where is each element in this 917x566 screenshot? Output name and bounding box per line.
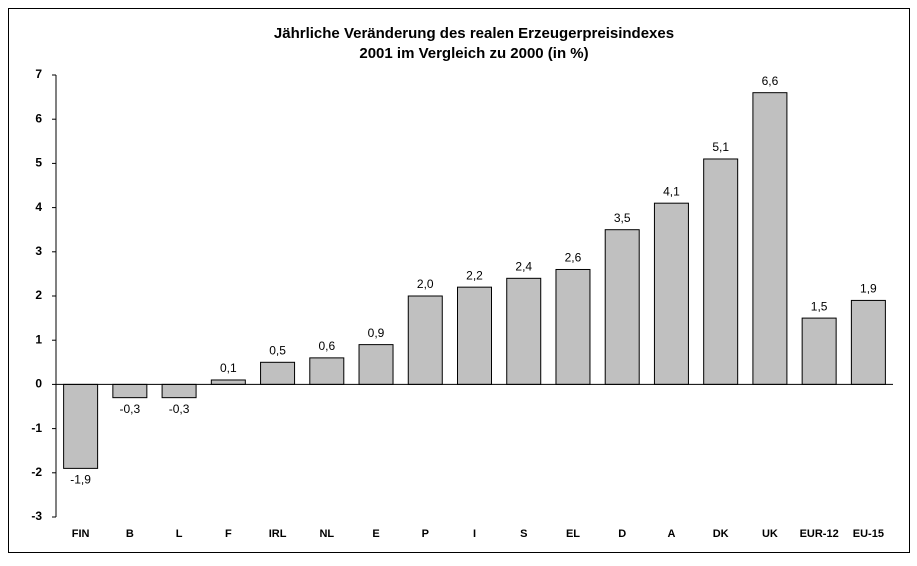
y-tick-label: 4 [35,200,42,214]
value-label: 6,6 [762,74,779,88]
y-tick-label: -3 [31,509,42,523]
y-tick-label: 5 [35,156,42,170]
x-tick-label: NL [319,528,334,540]
bar [555,268,591,385]
y-tick-label: 3 [35,244,42,258]
x-tick-label: I [473,528,476,540]
value-label: 0,6 [318,339,335,353]
bar [850,299,886,385]
value-label: 2,0 [417,277,434,291]
value-label: -1,9 [70,473,91,487]
y-tick-label: 1 [35,332,42,346]
bar [703,158,739,385]
value-label: 2,2 [466,268,483,282]
bar [161,383,197,399]
bar [457,286,492,385]
bar [407,295,443,385]
bar [506,277,542,385]
bar [309,357,345,385]
value-label: 2,4 [515,259,532,273]
x-tick-label: S [520,528,527,540]
x-tick-label: UK [762,528,778,540]
bar [801,317,837,385]
chart-title: Jährliche Veränderung des realen Erzeuge… [274,25,674,42]
x-tick-label: A [667,528,675,540]
y-tick-label: 7 [35,67,42,81]
chart-frame [8,8,910,553]
value-label: -0,3 [169,402,190,416]
bar [604,229,640,385]
x-tick-label: EU-15 [853,528,884,540]
x-tick-label: IRL [269,528,287,540]
y-tick-label: 2 [35,288,42,302]
value-label: 4,1 [663,184,680,198]
bar [260,361,296,385]
y-tick-label: -1 [31,421,42,435]
bar [210,379,246,385]
x-tick-label: P [422,528,429,540]
bar [653,202,689,385]
x-tick-label: L [176,528,183,540]
x-tick-label: F [225,528,232,540]
x-tick-label: FIN [72,528,90,540]
value-label: 0,1 [220,361,237,375]
y-tick-label: 0 [35,377,42,391]
x-tick-label: D [618,528,626,540]
value-label: 0,9 [368,326,385,340]
y-tick-label: 6 [35,111,42,125]
x-tick-label: B [126,528,134,540]
value-label: 1,9 [860,282,877,296]
value-label: 2,6 [565,251,582,265]
value-label: 5,1 [712,140,729,154]
value-label: -0,3 [120,402,141,416]
value-label: 0,5 [269,343,286,357]
y-tick-label: -2 [31,465,42,479]
x-tick-label: DK [713,528,729,540]
bar [752,92,788,385]
x-tick-label: EL [566,528,580,540]
x-tick-label: EUR-12 [800,528,839,540]
bar [112,383,148,399]
value-label: 3,5 [614,211,631,225]
chart-subtitle: 2001 im Vergleich zu 2000 (in %) [359,45,588,62]
bar [63,383,99,469]
bar [358,344,394,385]
value-label: 1,5 [811,299,828,313]
x-tick-label: E [372,528,379,540]
